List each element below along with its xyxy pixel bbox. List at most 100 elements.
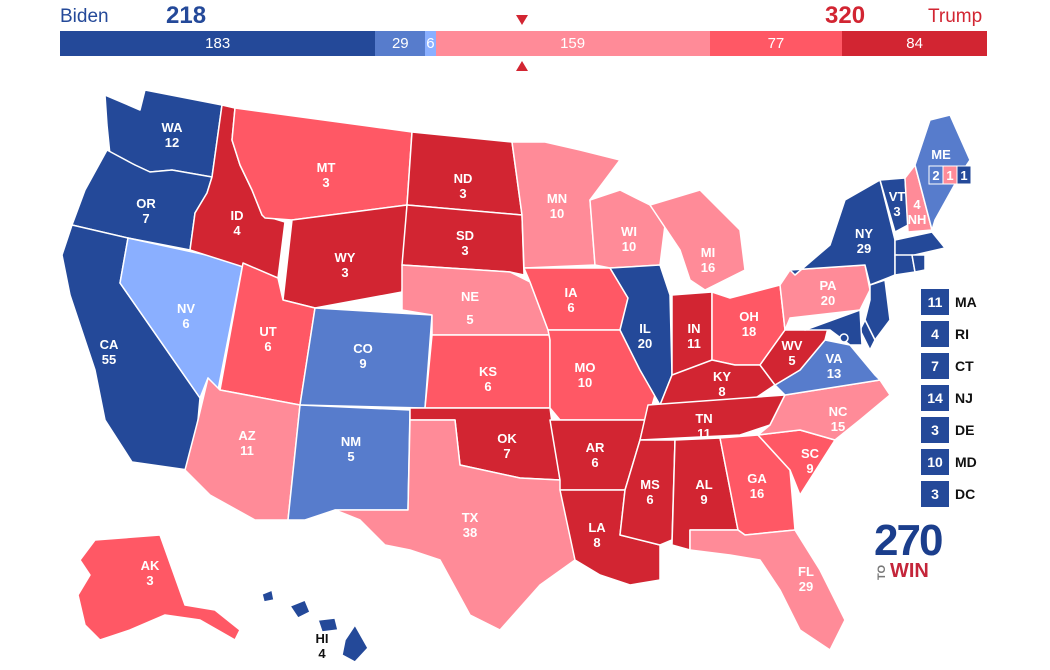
- label-or-abbr: OR: [136, 196, 156, 211]
- logo-to: TO: [876, 564, 888, 580]
- me-district-2-ev: 2: [932, 168, 939, 183]
- small-state-abbr: MD: [955, 454, 977, 470]
- state-sd[interactable]: [401, 204, 525, 276]
- label-ia: IA 6: [565, 285, 579, 315]
- label-ks-ev: 6: [484, 379, 491, 394]
- dem-electoral-total: 218: [166, 2, 207, 29]
- label-tn: TN 11: [695, 411, 712, 441]
- label-nc-ev: 15: [831, 419, 845, 434]
- label-pa-abbr: PA: [819, 278, 837, 293]
- small-state-row-ma[interactable]: 11 MA: [921, 289, 977, 315]
- dem-candidate-name: Biden: [60, 6, 109, 27]
- label-ga: GA 16: [747, 471, 767, 501]
- label-hi: HI 4: [316, 631, 329, 661]
- label-nd-abbr: ND: [454, 171, 473, 186]
- state-tx[interactable]: [334, 419, 576, 631]
- state-dc[interactable]: [839, 333, 849, 343]
- label-wv-ev: 5: [788, 353, 795, 368]
- label-nc: NC 15: [829, 404, 848, 434]
- state-ma[interactable]: [894, 231, 946, 257]
- label-mt: MT 3: [317, 160, 336, 190]
- label-mt-ev: 3: [322, 175, 329, 190]
- label-mn: MN 10: [547, 191, 567, 221]
- small-state-abbr: CT: [955, 358, 974, 374]
- label-wi-abbr: WI: [621, 224, 637, 239]
- label-co-abbr: CO: [353, 341, 373, 356]
- label-vt: VT 3: [889, 189, 906, 219]
- state-nc[interactable]: [757, 379, 891, 441]
- label-fl-abbr: FL: [798, 564, 814, 579]
- label-mn-abbr: MN: [547, 191, 567, 206]
- state-fl[interactable]: [689, 529, 846, 651]
- state-ri[interactable]: [911, 254, 926, 273]
- label-or-ev: 7: [142, 211, 149, 226]
- label-nm-abbr: NM: [341, 434, 361, 449]
- me-at-large-ev: 1: [960, 168, 967, 183]
- state-hi-oahu[interactable]: [289, 599, 311, 619]
- label-ny-ev: 29: [857, 241, 871, 256]
- small-state-row-ct[interactable]: 7 CT: [921, 353, 974, 379]
- label-ia-ev: 6: [567, 300, 574, 315]
- label-mo-abbr: MO: [575, 360, 596, 375]
- label-nv-abbr: NV: [177, 301, 195, 316]
- label-wy-abbr: WY: [335, 250, 356, 265]
- label-pa: PA 20: [819, 278, 837, 308]
- state-hi[interactable]: [341, 624, 369, 663]
- small-state-row-nj[interactable]: 14 NJ: [921, 385, 973, 411]
- maine-district-boxes: 2 1 1: [928, 165, 972, 185]
- label-az: AZ 11: [238, 428, 255, 458]
- label-ms-abbr: MS: [640, 477, 660, 492]
- rep-candidate-name: Trump: [928, 6, 983, 27]
- label-ut-abbr: UT: [259, 324, 276, 339]
- label-mi-ev: 16: [701, 260, 715, 275]
- state-ak[interactable]: [77, 534, 241, 641]
- small-state-row-md[interactable]: 10 MD: [921, 449, 977, 475]
- state-hi-maui[interactable]: [317, 617, 339, 633]
- state-tn[interactable]: [639, 394, 786, 441]
- small-state-row-dc[interactable]: 3 DC: [921, 481, 975, 507]
- small-state-row-de[interactable]: 3 DE: [921, 417, 974, 443]
- me-district-1-ev: 1: [946, 168, 953, 183]
- label-ks-abbr: KS: [479, 364, 497, 379]
- label-ok-abbr: OK: [497, 431, 517, 446]
- label-nd: ND 3: [454, 171, 473, 201]
- label-ak: AK 3: [141, 558, 160, 588]
- bar-segment-safe-r: 84: [842, 31, 987, 56]
- state-mi[interactable]: [649, 189, 746, 291]
- 270towin-logo[interactable]: 270 TO WIN: [874, 516, 944, 584]
- small-state-abbr: DE: [955, 422, 975, 438]
- label-ny-abbr: NY: [855, 226, 873, 241]
- logo-win: WIN: [890, 560, 929, 582]
- bar-segment-lean-d: 6: [425, 31, 436, 56]
- label-fl-ev: 29: [799, 579, 813, 594]
- label-va-ev: 13: [827, 366, 841, 381]
- label-hi-ev: 4: [318, 646, 326, 661]
- electoral-vote-bar: 183 29 6 159 77 84: [60, 31, 987, 56]
- label-wi: WI 10: [621, 224, 637, 254]
- label-al-ev: 9: [700, 492, 707, 507]
- label-fl: FL 29: [798, 564, 814, 594]
- me-at-large-box[interactable]: [956, 165, 972, 185]
- label-wv: WV 5: [782, 338, 803, 368]
- bar-segment-safe-d: 183: [60, 31, 376, 56]
- label-wa-ev: 12: [165, 135, 179, 150]
- label-ak-ev: 3: [146, 573, 153, 588]
- label-ar-abbr: AR: [586, 440, 605, 455]
- label-ar-ev: 6: [591, 455, 598, 470]
- state-wy[interactable]: [282, 204, 408, 309]
- state-hi-kauai[interactable]: [261, 589, 275, 603]
- label-la: LA 8: [588, 520, 606, 550]
- state-wi[interactable]: [589, 189, 666, 269]
- small-state-row-ri[interactable]: 4 RI: [921, 321, 969, 347]
- label-ny: NY 29: [855, 226, 873, 256]
- label-sc-abbr: SC: [801, 446, 820, 461]
- label-nv-ev: 6: [182, 316, 189, 331]
- label-wv-abbr: WV: [782, 338, 803, 353]
- midpoint-up-arrow-icon: [516, 61, 528, 71]
- label-me: ME: [931, 147, 951, 162]
- label-ne-ev: 5: [466, 312, 473, 327]
- label-or: OR 7: [136, 196, 156, 226]
- small-state-ev-box: 14: [921, 385, 949, 411]
- label-ca-ev: 55: [102, 352, 116, 367]
- label-ky: KY 8: [713, 369, 731, 399]
